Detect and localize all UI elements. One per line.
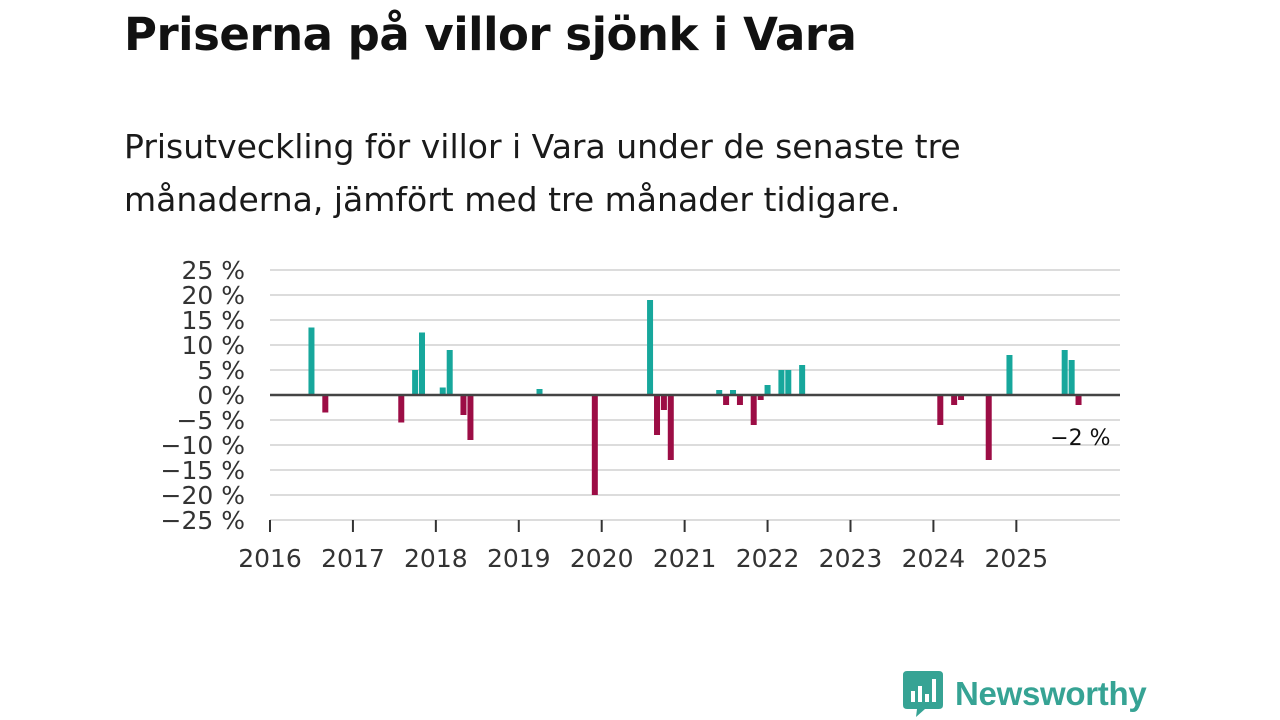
y-tick-label: −20 % [161,481,245,510]
data-bar [446,350,453,395]
x-tick-label: 2017 [321,544,385,573]
x-tick-label: 2021 [653,544,717,573]
y-tick-label: 15 % [181,306,245,335]
x-tick-label: 2016 [238,544,302,573]
data-bar [736,395,743,405]
data-bar [757,395,764,400]
data-bar [591,395,598,495]
data-bar [985,395,992,460]
newsworthy-logo-text: Newsworthy [955,675,1147,712]
label-layer: 25 %20 %15 %10 %5 %0 %−5 %−10 %−15 %−20 … [161,256,1111,573]
y-tick-label: −15 % [161,456,245,485]
data-bar [764,385,771,395]
chart-subtitle: Prisutveckling för villor i Vara under d… [124,127,961,219]
bar-layer [308,300,1082,495]
axis-layer [269,393,1120,532]
data-bar [716,390,723,395]
y-tick-label: 20 % [181,281,245,310]
x-tick-label: 2025 [985,544,1049,573]
x-tick-label: 2020 [570,544,634,573]
data-bar [1061,350,1068,395]
x-tick-label: 2019 [487,544,551,573]
y-tick-label: −25 % [161,506,245,535]
newsworthy-logo-icon [903,671,943,717]
data-bar [1006,355,1013,395]
grid-layer [270,269,1120,521]
data-bar [729,390,736,395]
last-value-annotation: −2 % [1050,426,1110,451]
bar-chart: 25 %20 %15 %10 %5 %0 %−5 %−10 %−15 %−20 … [161,256,1120,573]
data-bar [398,395,405,423]
y-tick-label: −5 % [176,406,245,435]
y-tick-label: −10 % [161,431,245,460]
data-bar [536,389,543,395]
y-tick-label: 5 % [197,356,245,385]
y-tick-label: 0 % [197,381,245,410]
data-bar [460,395,467,415]
x-tick-label: 2023 [819,544,883,573]
y-tick-label: 10 % [181,331,245,360]
data-bar [412,370,419,395]
data-bar [667,395,674,460]
data-bar [785,370,792,395]
data-bar [1068,360,1075,395]
data-bar [778,370,785,395]
data-bar [467,395,474,440]
data-bar [654,395,661,435]
y-tick-label: 25 % [181,256,245,285]
data-bar [322,395,329,413]
data-bar [958,395,965,400]
data-bar [439,387,446,395]
data-bar [308,327,315,395]
newsworthy-logo: Newsworthy [903,671,1147,717]
data-bar [951,395,958,405]
x-tick-label: 2024 [902,544,966,573]
x-tick-label: 2018 [404,544,468,573]
data-bar [750,395,757,425]
chart-title: Priserna på villor sjönk i Vara [124,8,857,61]
x-tick-label: 2022 [736,544,800,573]
data-bar [660,395,667,410]
data-bar [723,395,730,405]
data-bar [937,395,944,425]
data-bar [647,300,654,395]
data-bar [419,332,426,395]
data-bar [1075,395,1082,405]
data-bar [799,365,806,395]
